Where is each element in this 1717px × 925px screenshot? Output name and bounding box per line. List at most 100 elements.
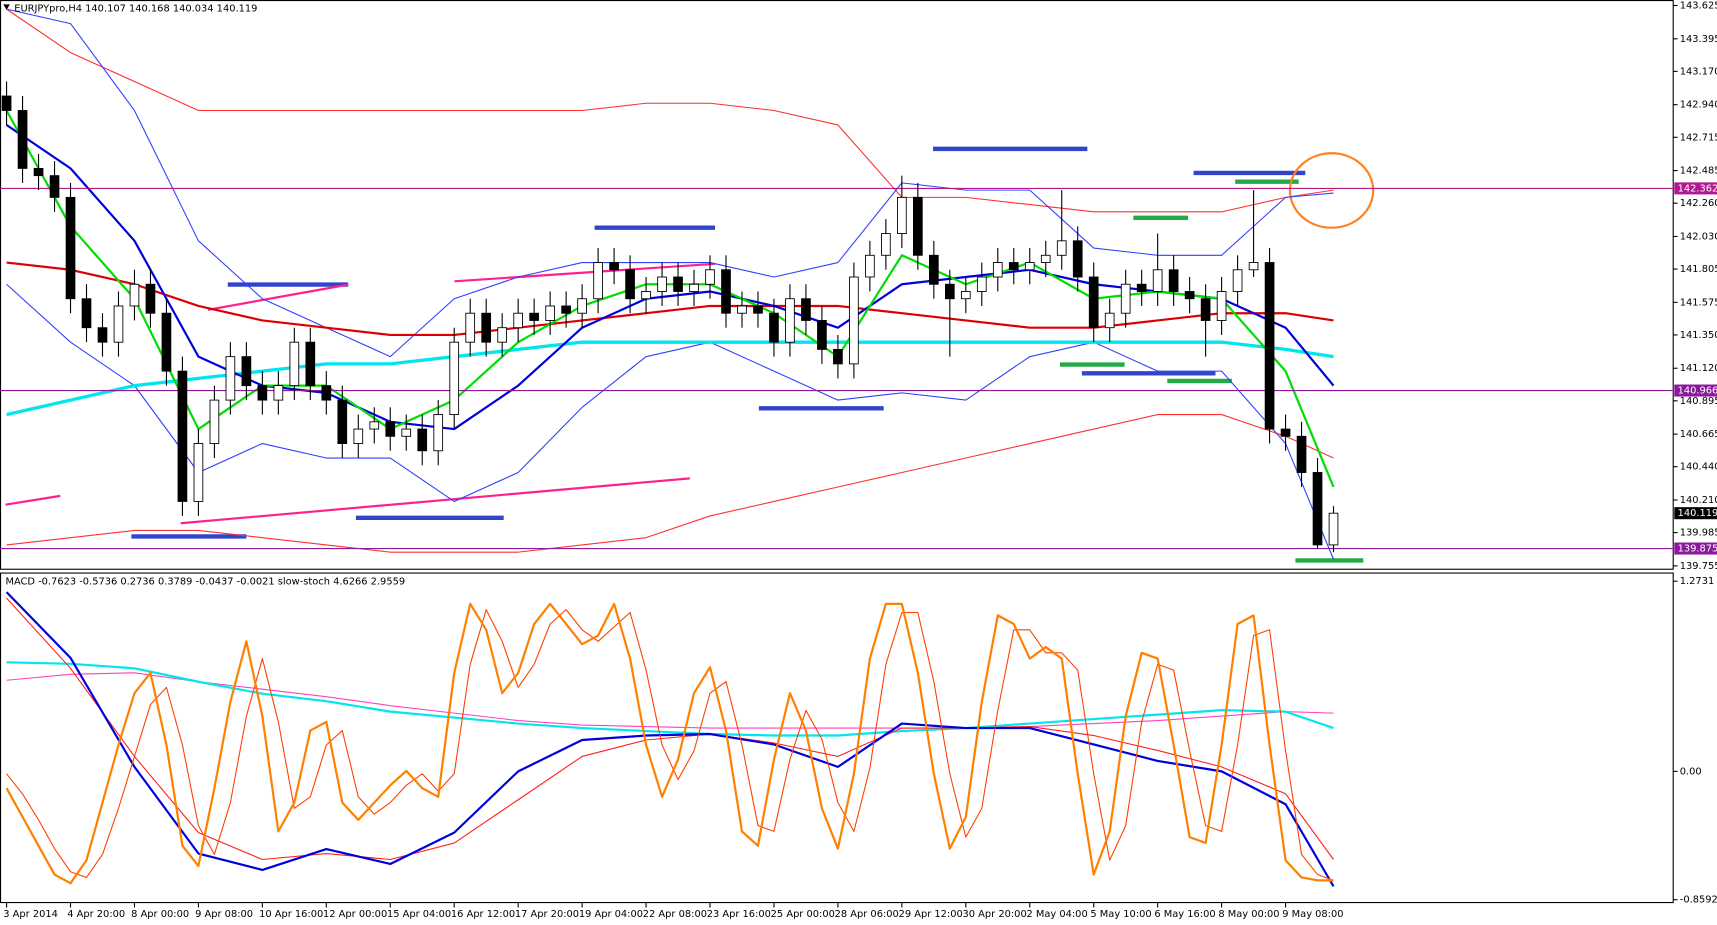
x-tick-label: 12 Apr 00:00 <box>323 909 387 920</box>
x-tick-label: 28 Apr 06:00 <box>835 909 899 920</box>
candle-body <box>673 276 683 292</box>
candle-body <box>81 298 92 329</box>
candle-body <box>497 327 508 343</box>
drawings <box>5 146 1375 563</box>
candle-body <box>801 298 811 321</box>
candle-body <box>992 262 1003 278</box>
candle-body <box>689 283 699 292</box>
highlight-circle <box>1288 152 1375 229</box>
candle-body <box>561 305 571 314</box>
candle-body <box>1280 428 1291 437</box>
x-tick-label: 9 Apr 08:00 <box>195 909 253 920</box>
y-tick-label: 142.485 <box>1680 166 1717 177</box>
trendline <box>5 494 61 506</box>
candle-body <box>1072 240 1083 278</box>
candle-body <box>513 312 523 329</box>
candle-body <box>1056 240 1067 256</box>
candle-body <box>449 341 460 416</box>
candle-body <box>641 291 651 300</box>
indicator-line <box>6 8 1334 213</box>
x-tick-label: 6 May 16:00 <box>1154 909 1215 920</box>
candle-body <box>928 254 939 285</box>
candle-body <box>1184 291 1195 300</box>
candle-body <box>897 196 907 235</box>
x-tick-label: 10 Apr 16:00 <box>259 909 323 920</box>
y-tick-label: 141.805 <box>1680 264 1717 275</box>
y-tick-label: 140.895 <box>1680 396 1717 407</box>
x-tick-label: 23 Apr 16:00 <box>707 909 771 920</box>
candle-body <box>545 305 555 321</box>
y-tick-label: 142.260 <box>1680 198 1717 209</box>
candle-body <box>1216 291 1227 321</box>
candle-body <box>465 312 476 343</box>
candle-body <box>337 399 348 444</box>
x-tick-label: 19 Apr 04:00 <box>579 909 643 920</box>
candle-body <box>241 356 252 387</box>
x-tick-label: 30 Apr 20:00 <box>963 909 1027 920</box>
candle-body <box>1152 269 1163 292</box>
candle-body <box>97 327 108 343</box>
candle-body <box>1248 262 1259 271</box>
candle-body <box>1024 262 1035 271</box>
chart-title: EURJPYpro,H4 140.107 140.168 140.034 140… <box>14 4 257 15</box>
candle-body <box>944 283 955 300</box>
candle-body <box>913 196 923 256</box>
candle-body <box>33 167 44 177</box>
x-tick-label: 16 Apr 12:00 <box>451 909 515 920</box>
candle-body <box>257 385 268 401</box>
candle-body <box>577 298 587 314</box>
candle-body <box>305 341 316 387</box>
trendline <box>454 262 716 283</box>
candle-body <box>225 356 236 401</box>
candle-body <box>817 320 827 350</box>
candle-body <box>849 276 859 365</box>
indicator-line <box>6 609 1334 881</box>
y-tick-label: 143.625 <box>1680 1 1717 12</box>
x-tick-label: 8 Apr 00:00 <box>131 909 189 920</box>
price-tag <box>1674 507 1717 520</box>
x-tick-label: 4 Apr 20:00 <box>67 909 125 920</box>
level-label: 142.362 <box>1678 183 1717 194</box>
candle-body <box>65 196 76 300</box>
candle-body <box>17 110 28 169</box>
level-label: 140.966 <box>1678 386 1717 397</box>
x-tick-label: 9 May 08:00 <box>1282 909 1343 920</box>
candle-body <box>1136 283 1147 292</box>
x-tick-label: 17 Apr 20:00 <box>515 909 579 920</box>
candle-body <box>273 385 284 401</box>
candle-body <box>1200 298 1211 321</box>
candle-body <box>417 428 428 452</box>
candle-body <box>289 341 300 387</box>
macd-frame <box>0 572 1674 904</box>
candle-body <box>321 385 332 401</box>
x-tick-label: 29 Apr 12:00 <box>899 909 963 920</box>
candle-body <box>833 348 843 365</box>
candle-body <box>1168 269 1179 292</box>
candle-body <box>593 262 603 300</box>
trendline <box>207 283 349 311</box>
level-tag <box>1674 384 1717 397</box>
candle-body <box>1120 283 1131 314</box>
candle-body <box>1296 435 1307 473</box>
level-label: 139.875 <box>1678 544 1717 555</box>
x-tick-label: 5 May 10:00 <box>1090 909 1151 920</box>
price-label: 140.119 <box>1678 508 1717 519</box>
candle-body <box>1 95 12 111</box>
candle-body <box>609 262 619 271</box>
y-tick-label: 0.00 <box>1680 766 1702 777</box>
y-tick-label: 142.030 <box>1680 231 1717 242</box>
candle-body <box>481 312 492 343</box>
candle-body <box>529 312 539 321</box>
indicator-line <box>6 283 1335 560</box>
candle-body <box>960 291 971 300</box>
candle-body <box>1328 512 1339 546</box>
candle-body <box>49 175 60 198</box>
candle-body <box>657 276 667 292</box>
y-tick-label: 140.210 <box>1680 495 1717 506</box>
y-tick-label: 139.755 <box>1680 561 1717 572</box>
y-tick-label: 140.665 <box>1680 429 1717 440</box>
candle-body <box>1040 254 1051 263</box>
candle-body <box>385 421 396 437</box>
indicator-line <box>5 591 1335 887</box>
trendline <box>180 477 690 525</box>
